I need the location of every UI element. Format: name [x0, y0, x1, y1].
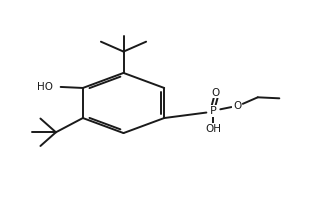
Text: O: O	[212, 88, 220, 98]
Text: P: P	[210, 106, 217, 116]
Text: O: O	[233, 101, 241, 111]
Text: OH: OH	[205, 124, 221, 134]
Text: HO: HO	[37, 82, 53, 92]
